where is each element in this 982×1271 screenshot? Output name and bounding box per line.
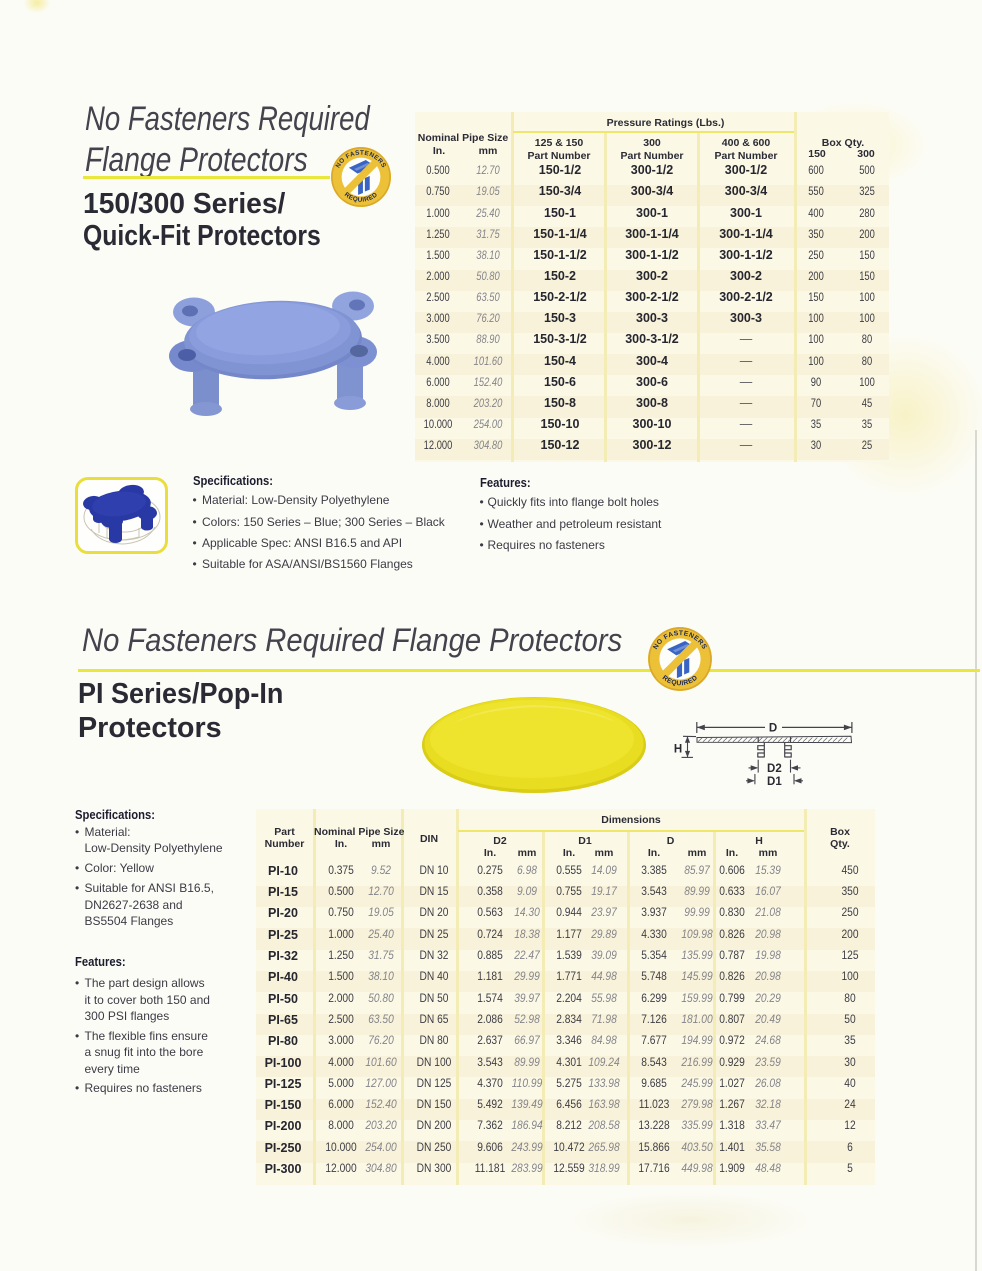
svg-text:D2: D2 <box>767 763 782 775</box>
svg-text:D: D <box>769 723 777 735</box>
svg-text:D1: D1 <box>767 776 782 788</box>
svg-text:H: H <box>674 744 682 756</box>
